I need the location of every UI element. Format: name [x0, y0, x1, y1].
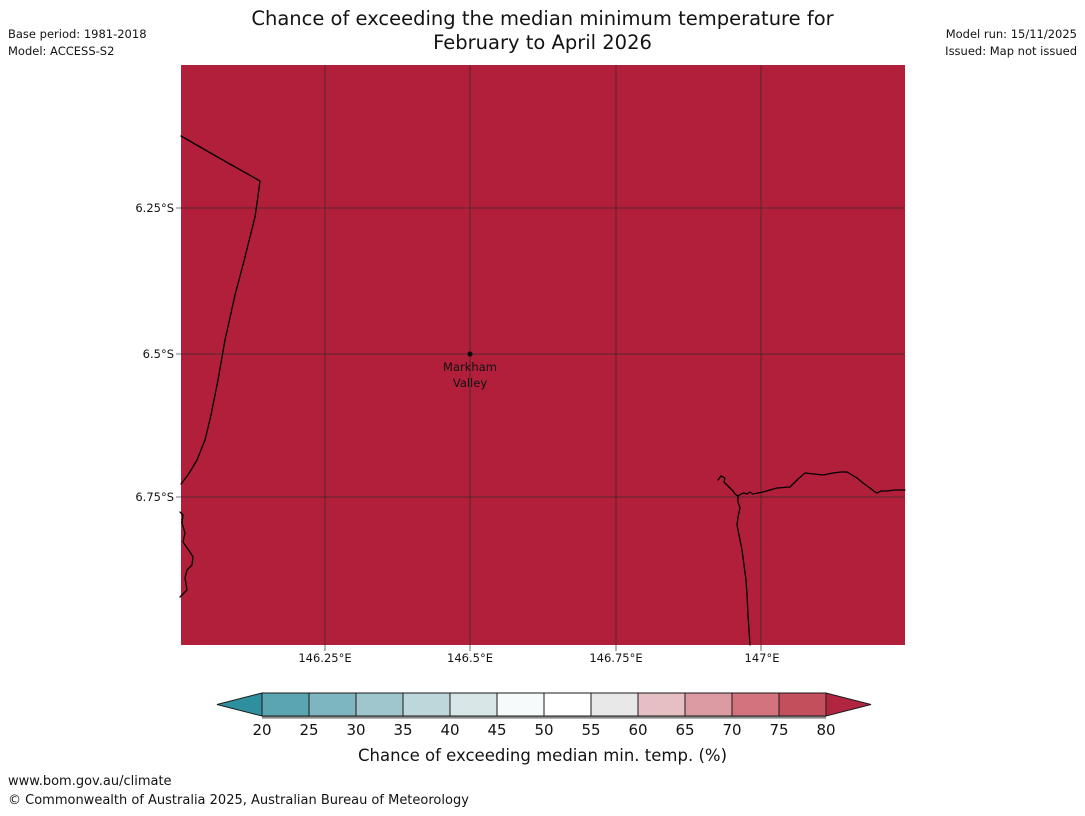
- coastline-southeast: [717, 471, 906, 497]
- map-fill-region: [181, 65, 905, 645]
- location-label-line1: Markham: [443, 360, 497, 374]
- colorbar-segment: [496, 692, 545, 717]
- colorbar-tick: 60: [628, 721, 647, 739]
- colorbar-legend: 20 25 30 35 40 45 50 55 60 65 70 75 80: [216, 692, 872, 739]
- issued-text: Issued: Map not issued: [945, 43, 1077, 58]
- lon-tick-label: 146.25°E: [298, 651, 352, 665]
- lon-tick-label: 146.75°E: [589, 651, 643, 665]
- colorbar-tick: 75: [769, 721, 788, 739]
- coastline-paths: [179, 135, 906, 646]
- coastline-southwest: [179, 511, 194, 598]
- colorbar-segment: [590, 692, 639, 717]
- colorbar-tick: 20: [252, 721, 271, 739]
- colorbar-segments: [261, 692, 827, 717]
- colorbar-segment: [449, 692, 498, 717]
- colorbar-segment: [637, 692, 686, 717]
- page-title-line1: Chance of exceeding the median minimum t…: [251, 7, 834, 30]
- model-info: Base period: 1981-2018 Model: ACCESS-S2: [8, 26, 147, 59]
- forecast-map: Markham Valley: [176, 65, 906, 651]
- colorbar-left-arrow: [216, 692, 263, 717]
- lon-tick-label: 147°E: [744, 651, 780, 665]
- colorbar-tick: 45: [487, 721, 506, 739]
- colorbar-tick: 50: [534, 721, 553, 739]
- footer-copyright: © Commonwealth of Australia 2025, Austra…: [8, 793, 469, 808]
- base-period-text: Base period: 1981-2018: [8, 27, 147, 41]
- model-name-text: Model: ACCESS-S2: [8, 43, 115, 58]
- colorbar-caption: Chance of exceeding median min. temp. (%…: [357, 746, 728, 765]
- page-title: Chance of exceeding the median minimum t…: [0, 7, 1085, 54]
- colorbar-tick: 80: [816, 721, 835, 739]
- coastline-northwest: [180, 135, 261, 485]
- coastline-south-branch: [736, 495, 751, 646]
- colorbar-segment: [778, 692, 827, 717]
- colorbar-segment: [308, 692, 357, 717]
- colorbar-segment: [261, 692, 310, 717]
- colorbar-segment: [731, 692, 780, 717]
- page-title-line2: February to April 2026: [433, 30, 652, 54]
- colorbar-segment: [402, 692, 451, 717]
- colorbar-tick: 70: [722, 721, 741, 739]
- location-label-line2: Valley: [453, 376, 487, 390]
- colorbar-tick: 35: [393, 721, 412, 739]
- colorbar-tick: 30: [346, 721, 365, 739]
- colorbar-segment: [355, 692, 404, 717]
- colorbar-tick: 65: [675, 721, 694, 739]
- lat-tick-label: 6.75°S: [135, 490, 174, 504]
- lon-tick-label: 146.5°E: [447, 651, 493, 665]
- model-run-text: Model run: 15/11/2025: [945, 27, 1077, 41]
- colorbar-segment: [684, 692, 733, 717]
- colorbar-tick: 40: [440, 721, 459, 739]
- lat-tick-label: 6.5°S: [142, 347, 174, 361]
- run-info: Model run: 15/11/2025 Issued: Map not is…: [945, 26, 1077, 59]
- colorbar-right-arrow: [825, 692, 872, 717]
- location-marker-dot: [467, 351, 473, 357]
- colorbar-segment: [543, 692, 592, 717]
- footer-url: www.bom.gov.au/climate: [8, 774, 172, 789]
- colorbar-tick-labels: 20 25 30 35 40 45 50 55 60 65 70 75 80: [252, 721, 835, 739]
- map-gridlines: [176, 65, 905, 651]
- lat-tick-label: 6.25°S: [135, 201, 174, 215]
- colorbar-tick: 25: [299, 721, 318, 739]
- colorbar-tick: 55: [581, 721, 600, 739]
